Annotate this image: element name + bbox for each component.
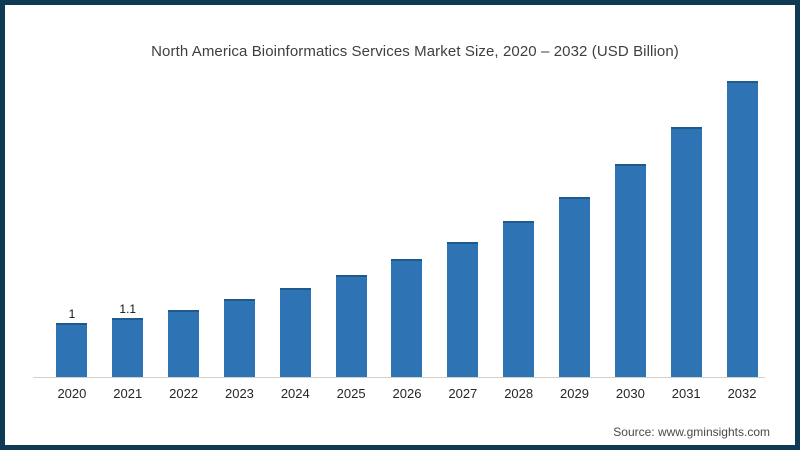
bar-column-2025 <box>323 75 379 377</box>
x-axis-label-2021: 2021 <box>113 386 143 401</box>
bar-column-2028 <box>491 75 547 377</box>
bar-column-2031 <box>658 75 714 377</box>
bar-2025 <box>335 275 367 377</box>
bar-column-2024 <box>267 75 323 377</box>
bar-column-2023 <box>212 75 268 377</box>
bar-2022 <box>168 310 200 377</box>
bar-2030 <box>614 164 646 377</box>
bar-column-2020: 1 <box>44 75 100 377</box>
x-axis-line <box>33 377 765 378</box>
x-axis-label-2022: 2022 <box>169 386 199 401</box>
chart-title: North America Bioinformatics Services Ma… <box>151 43 679 60</box>
bar-2020 <box>56 323 88 377</box>
bar-column-2027 <box>435 75 491 377</box>
bar-value-label-2020: 1 <box>68 307 76 321</box>
x-axis-label-2025: 2025 <box>336 386 366 401</box>
x-axis-label-2027: 2027 <box>448 386 478 401</box>
bar-2028 <box>503 221 535 377</box>
bar-2029 <box>559 197 591 377</box>
x-axis-labels: 2020 2021 2022 2023 2024 2025 2026 2027 2028 2029… <box>44 386 770 401</box>
bar-2031 <box>670 127 702 377</box>
x-axis-label-2020: 2020 <box>57 386 87 401</box>
bar-2023 <box>223 299 255 377</box>
bar-column-2032 <box>714 75 770 377</box>
x-axis-label-2032: 2032 <box>727 386 757 401</box>
x-axis-label-2024: 2024 <box>280 386 310 401</box>
bar-value-label-2021: 1.1 <box>119 302 137 316</box>
x-axis-label-2031: 2031 <box>671 386 701 401</box>
x-axis-label-2028: 2028 <box>504 386 534 401</box>
x-axis-label-2029: 2029 <box>560 386 589 401</box>
bar-column-2022 <box>156 75 212 377</box>
x-axis-label-2030: 2030 <box>615 386 645 401</box>
bar-column-2026 <box>379 75 435 377</box>
bar-2024 <box>279 288 311 377</box>
source-attribution: Source: www.gminsights.com <box>613 425 770 439</box>
bar-2032 <box>726 81 758 377</box>
x-axis-label-2026: 2026 <box>392 386 422 401</box>
bar-column-2030 <box>602 75 658 377</box>
bar-column-2021: 1.1 <box>100 75 156 377</box>
bar-2027 <box>447 242 479 377</box>
bar-2021 <box>112 318 144 377</box>
bar-column-2029 <box>547 75 603 377</box>
x-axis-label-2023: 2023 <box>224 386 254 401</box>
bars-container: 1 1.1 <box>44 75 770 377</box>
bar-2026 <box>391 259 423 377</box>
